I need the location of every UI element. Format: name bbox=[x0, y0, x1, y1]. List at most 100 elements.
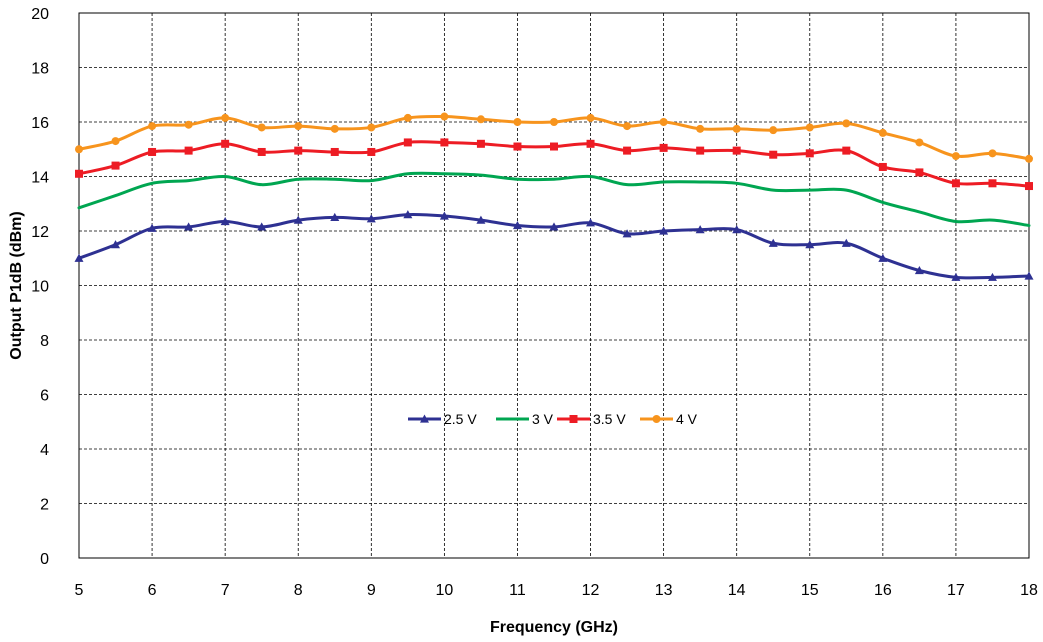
data-point bbox=[878, 253, 888, 262]
data-point bbox=[623, 122, 632, 131]
data-point bbox=[659, 118, 668, 126]
x-tick-label: 7 bbox=[221, 582, 230, 599]
y-tick-label: 16 bbox=[31, 115, 49, 132]
data-point bbox=[476, 215, 486, 224]
x-tick-label: 12 bbox=[582, 582, 600, 599]
y-tick-label: 14 bbox=[31, 170, 49, 187]
data-point bbox=[403, 138, 412, 147]
data-point bbox=[805, 240, 815, 249]
data-point bbox=[366, 214, 376, 223]
data-point bbox=[586, 113, 595, 122]
y-tick-label: 12 bbox=[31, 224, 49, 241]
data-point bbox=[586, 218, 596, 227]
x-axis-title: Frequency (GHz) bbox=[490, 619, 618, 636]
legend-item: 3.5 V bbox=[557, 411, 626, 427]
legend-item: 2.5 V bbox=[408, 411, 477, 427]
data-point bbox=[75, 169, 83, 178]
x-axis-ticks: 5 6 7 8 9 10 11 12 13 14 15 16 17 18 bbox=[75, 582, 1038, 599]
data-point bbox=[841, 238, 851, 247]
legend-label: 4 V bbox=[676, 411, 698, 427]
data-point bbox=[915, 168, 924, 177]
y-tick-label: 0 bbox=[40, 551, 49, 568]
data-point bbox=[367, 147, 376, 156]
data-point bbox=[293, 215, 303, 224]
y-tick-label: 2 bbox=[40, 497, 49, 514]
data-point bbox=[403, 113, 412, 122]
x-tick-label: 17 bbox=[947, 582, 965, 599]
legend-label: 2.5 V bbox=[444, 411, 477, 427]
data-point bbox=[257, 123, 266, 132]
x-tick-label: 8 bbox=[294, 582, 303, 599]
x-tick-label: 11 bbox=[509, 582, 526, 599]
x-tick-label: 16 bbox=[874, 582, 892, 599]
x-tick-label: 6 bbox=[148, 582, 157, 599]
y-axis-title: Output P1dB (dBm) bbox=[8, 211, 25, 359]
data-point bbox=[805, 149, 814, 158]
data-point bbox=[768, 238, 778, 247]
data-point bbox=[586, 139, 595, 148]
data-point bbox=[951, 179, 960, 188]
series-2-5-vv bbox=[74, 210, 1034, 281]
x-tick-label: 18 bbox=[1020, 582, 1038, 599]
data-point bbox=[878, 128, 887, 137]
data-point bbox=[550, 118, 558, 126]
data-point bbox=[769, 150, 778, 159]
data-point bbox=[75, 145, 83, 154]
data-point bbox=[184, 120, 193, 129]
data-point bbox=[512, 221, 522, 230]
data-point bbox=[476, 139, 485, 148]
data-point bbox=[330, 124, 339, 133]
data-point bbox=[257, 222, 267, 231]
legend-marker bbox=[652, 415, 661, 423]
data-point bbox=[111, 240, 121, 249]
series-4-vv bbox=[75, 112, 1033, 163]
legend-label: 3.5 V bbox=[593, 411, 626, 427]
data-point bbox=[148, 147, 157, 156]
legend-label: 3 V bbox=[532, 411, 554, 427]
data-point bbox=[878, 162, 887, 171]
data-point bbox=[988, 149, 997, 158]
data-point bbox=[951, 152, 960, 161]
data-point bbox=[221, 113, 230, 122]
data-point bbox=[184, 146, 193, 155]
data-point bbox=[257, 147, 266, 156]
x-tick-label: 9 bbox=[367, 582, 376, 599]
series-3-vv bbox=[77, 171, 1031, 228]
grid bbox=[79, 13, 1029, 558]
legend-marker bbox=[420, 414, 429, 423]
data-point bbox=[74, 253, 84, 262]
legend-item: 3 V bbox=[496, 411, 554, 427]
plot-frame bbox=[78, 12, 1030, 559]
data-point bbox=[842, 119, 851, 128]
data-point bbox=[367, 123, 376, 132]
data-point bbox=[988, 179, 997, 188]
series-line bbox=[77, 171, 1031, 228]
legend-marker bbox=[569, 415, 578, 423]
data-point bbox=[148, 122, 157, 131]
data-point bbox=[221, 139, 230, 148]
y-tick-label: 10 bbox=[31, 279, 49, 296]
y-tick-label: 8 bbox=[40, 333, 49, 350]
x-tick-label: 13 bbox=[655, 582, 673, 599]
data-point bbox=[695, 225, 705, 234]
data-point bbox=[513, 142, 522, 151]
series-layer bbox=[74, 112, 1034, 281]
data-point bbox=[111, 161, 120, 170]
data-point bbox=[622, 229, 632, 238]
data-point bbox=[732, 146, 741, 155]
series-3-5-vv bbox=[75, 138, 1033, 191]
data-point bbox=[1024, 271, 1034, 280]
data-point bbox=[403, 210, 413, 219]
legend-item: 4 V bbox=[640, 411, 698, 427]
x-tick-label: 15 bbox=[801, 582, 819, 599]
data-point bbox=[184, 222, 194, 231]
x-tick-label: 5 bbox=[75, 582, 84, 599]
data-point bbox=[330, 212, 340, 221]
data-point bbox=[987, 272, 997, 281]
data-point bbox=[440, 138, 449, 147]
y-tick-label: 18 bbox=[31, 61, 49, 78]
y-tick-label: 6 bbox=[40, 388, 49, 405]
data-point bbox=[659, 226, 669, 235]
